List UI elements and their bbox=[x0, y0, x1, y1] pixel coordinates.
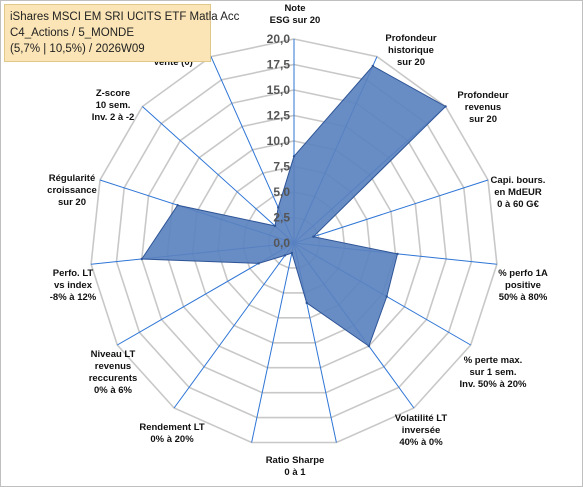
grid-ring bbox=[140, 89, 448, 394]
data-point bbox=[305, 301, 308, 305]
data-point bbox=[444, 105, 447, 108]
axis-spoke bbox=[173, 242, 295, 409]
data-point bbox=[396, 252, 399, 256]
data-point bbox=[371, 64, 374, 68]
category-label: Profondeur historique sur 20 bbox=[385, 33, 436, 68]
axis-spoke bbox=[251, 242, 295, 443]
data-point bbox=[140, 257, 143, 261]
data-point bbox=[290, 251, 294, 255]
category-label: Profondeur revenus sur 20 bbox=[457, 90, 508, 125]
category-label: Perfo. LT vs index -8% à 12% bbox=[50, 268, 97, 303]
data-point bbox=[176, 204, 179, 207]
radial-tick-label: 0,0 bbox=[273, 236, 290, 250]
data-point bbox=[257, 262, 260, 265]
category-label: Niveau LT revenus reccurents 0% à 6% bbox=[89, 349, 138, 396]
category-label: Rendement LT 0% à 20% bbox=[139, 422, 204, 445]
series-area bbox=[140, 65, 447, 347]
fund-info-box: iShares MSCI EM SRI UCITS ETF Matla Acc … bbox=[4, 4, 240, 62]
category-label: Volatilité LT inversée 40% à 0% bbox=[395, 413, 448, 448]
radial-tick-label: 5,0 bbox=[273, 185, 290, 199]
grid-ring bbox=[115, 63, 473, 419]
category-label: Ratio Sharpe 0 à 1 bbox=[266, 455, 325, 478]
category-label: Régularité croissance sur 20 bbox=[47, 173, 97, 208]
fund-period: (5,7% | 10,5%) / 2026W09 bbox=[10, 43, 145, 55]
grid-ring bbox=[217, 165, 371, 319]
radial-tick-label: 10,0 bbox=[267, 134, 291, 148]
category-label: Vente (0) bbox=[153, 57, 193, 68]
fund-name: iShares MSCI EM SRI UCITS ETF Matla Acc bbox=[10, 11, 240, 23]
radial-tick-label: 2,5 bbox=[273, 211, 290, 225]
data-point bbox=[283, 254, 287, 257]
radial-tick-label: 17,5 bbox=[267, 58, 291, 72]
radial-tick-label: 7,5 bbox=[273, 160, 290, 174]
data-point bbox=[277, 206, 280, 209]
grid-ring bbox=[90, 38, 498, 444]
grid-ring bbox=[191, 140, 397, 344]
fund-category: C4_Actions / 5_MONDE bbox=[10, 27, 134, 39]
radial-tick-label: 15,0 bbox=[267, 83, 291, 97]
data-point bbox=[273, 224, 277, 228]
data-point bbox=[367, 344, 371, 348]
category-label: % perfo 1A positive 50% à 80% bbox=[498, 268, 548, 303]
category-label: Z-score 10 sem. Inv. 2 à -2 bbox=[92, 88, 135, 123]
category-label: Capi. bours. en MdEUR 0 à 60 G€ bbox=[491, 175, 546, 210]
axis-spoke bbox=[293, 179, 489, 244]
grid-ring bbox=[242, 191, 346, 294]
data-point bbox=[312, 235, 315, 238]
category-label: Note ESG sur 20 bbox=[270, 3, 321, 26]
data-point bbox=[292, 155, 296, 158]
axis-spoke bbox=[142, 106, 295, 244]
radial-tick-label: 20,0 bbox=[267, 32, 291, 46]
radial-tick-label: 12,5 bbox=[267, 109, 291, 123]
grid-ring bbox=[166, 114, 422, 369]
data-point bbox=[385, 295, 388, 298]
category-label: % perte max. sur 1 sem. Inv. 50% à 20% bbox=[460, 355, 527, 390]
